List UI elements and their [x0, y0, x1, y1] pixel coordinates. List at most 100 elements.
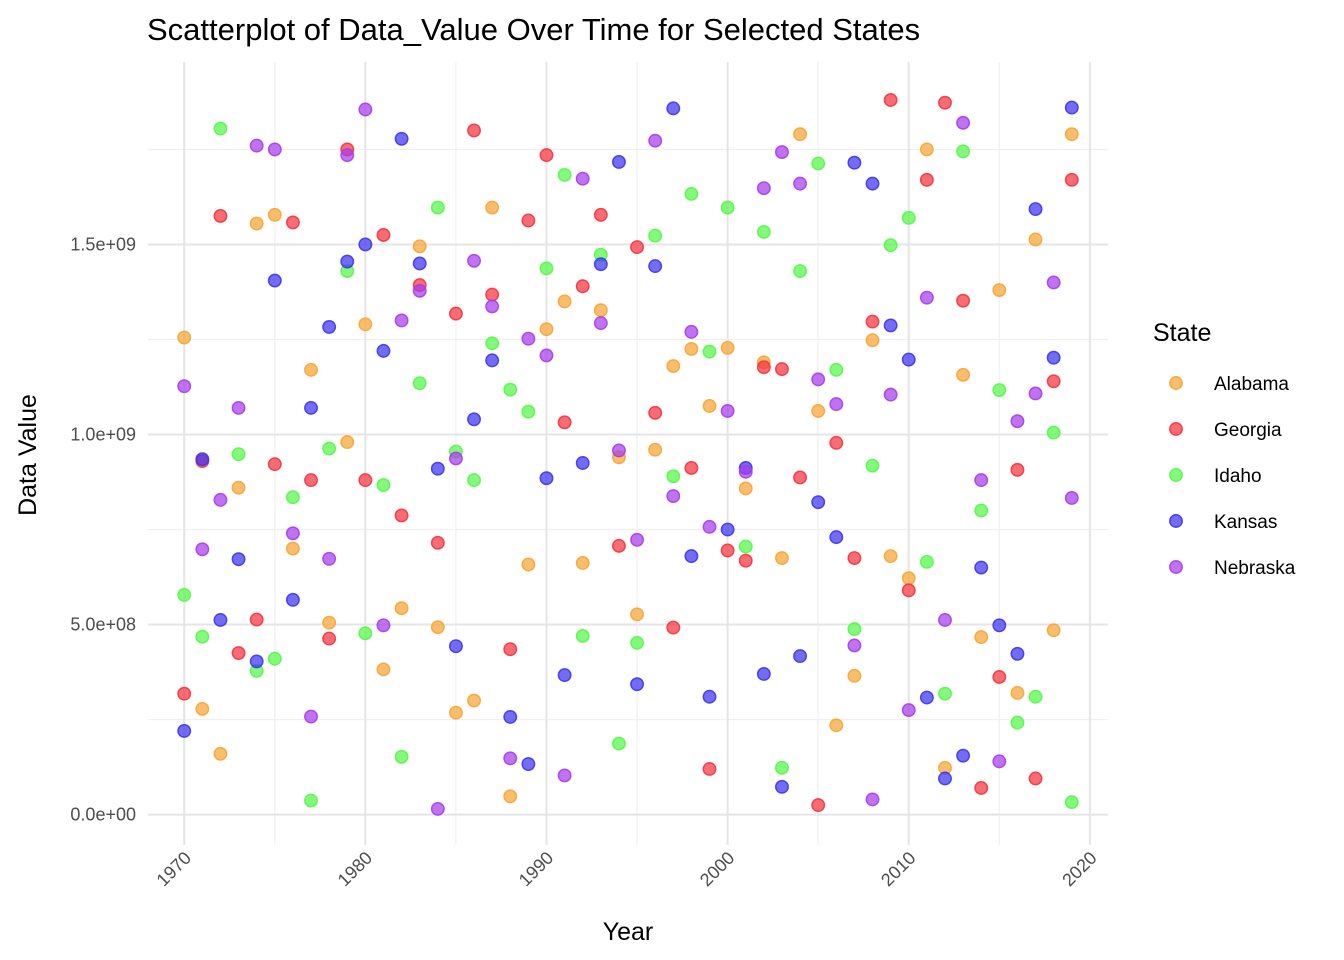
data-point — [1064, 127, 1079, 142]
data-point — [1046, 623, 1061, 638]
data-point — [756, 224, 771, 239]
data-point — [974, 473, 989, 488]
series-nebraska — [177, 102, 1079, 816]
data-point — [919, 690, 934, 705]
data-point — [702, 519, 717, 534]
data-point — [304, 473, 318, 488]
data-point — [938, 613, 952, 627]
data-point — [322, 631, 337, 646]
data-point — [793, 127, 808, 142]
data-point — [593, 207, 608, 222]
data-point — [684, 324, 699, 339]
data-point — [249, 138, 264, 153]
data-point — [285, 592, 300, 607]
data-point — [702, 344, 717, 359]
data-point — [811, 156, 826, 171]
data-point — [430, 801, 445, 816]
data-point — [267, 651, 282, 666]
data-point — [648, 228, 663, 243]
data-point — [539, 322, 554, 337]
data-point — [811, 403, 826, 418]
data-point — [901, 352, 916, 367]
data-point — [412, 256, 427, 271]
y-axis-title: Data Value — [14, 394, 42, 516]
data-point — [720, 403, 735, 418]
legend-label: Georgia — [1214, 420, 1282, 441]
data-point — [213, 746, 228, 761]
data-point — [231, 552, 246, 567]
data-point — [738, 481, 753, 496]
y-tick-label: 1.0e+09 — [70, 424, 136, 444]
data-point — [865, 314, 880, 329]
data-point — [231, 447, 246, 462]
data-point — [1028, 232, 1043, 247]
data-point — [304, 793, 318, 808]
data-point — [720, 200, 735, 215]
data-point — [811, 798, 826, 813]
data-point — [575, 456, 590, 470]
data-point — [177, 724, 192, 738]
data-point — [195, 542, 210, 557]
data-point — [1064, 795, 1079, 809]
data-point — [720, 522, 735, 537]
data-point — [195, 629, 210, 644]
data-point — [177, 686, 192, 701]
data-point — [738, 553, 753, 568]
data-point — [666, 359, 681, 374]
data-point — [883, 93, 898, 107]
data-point — [648, 405, 663, 420]
data-point — [503, 382, 518, 397]
data-point — [539, 261, 554, 276]
data-point — [883, 318, 898, 333]
data-points — [177, 93, 1079, 816]
data-point — [358, 473, 373, 488]
data-point — [304, 400, 318, 415]
data-point — [304, 362, 318, 377]
data-point — [630, 635, 645, 650]
data-point — [738, 464, 753, 479]
data-point — [467, 123, 481, 138]
data-point — [304, 709, 318, 724]
data-point — [1064, 491, 1079, 505]
data-point — [430, 461, 445, 476]
data-point — [593, 316, 608, 331]
data-point — [521, 331, 536, 346]
data-point — [485, 353, 500, 368]
data-point — [992, 754, 1007, 769]
data-point — [901, 583, 916, 598]
data-point — [485, 299, 500, 314]
data-point — [557, 167, 572, 182]
data-point — [1028, 202, 1043, 217]
x-axis-title: Year — [603, 918, 654, 946]
data-point — [1064, 100, 1079, 115]
data-point — [485, 200, 500, 215]
data-point — [956, 115, 971, 130]
data-point — [539, 471, 554, 486]
data-point — [702, 762, 717, 776]
data-point — [702, 399, 717, 413]
data-point — [213, 208, 228, 223]
data-point — [793, 176, 808, 191]
data-point — [956, 748, 971, 763]
data-point — [376, 478, 391, 492]
data-point — [775, 145, 789, 160]
data-point — [956, 144, 971, 159]
data-point — [883, 387, 898, 402]
data-point — [756, 360, 771, 375]
y-tick-label: 1.5e+09 — [70, 234, 136, 254]
y-tick-label: 5.0e+08 — [70, 615, 136, 635]
series-georgia — [177, 93, 1079, 813]
data-point — [358, 102, 373, 117]
x-tick-label: 2010 — [877, 848, 919, 890]
data-point — [901, 571, 916, 586]
legend-title: State — [1153, 319, 1211, 347]
data-point — [430, 620, 445, 635]
data-point — [539, 348, 554, 363]
data-point — [557, 768, 572, 783]
data-point — [829, 397, 844, 412]
data-point — [865, 333, 880, 348]
data-point — [213, 121, 228, 136]
data-point — [919, 290, 934, 305]
y-tick-label: 0.0e+00 — [70, 805, 136, 825]
data-point — [358, 626, 373, 641]
